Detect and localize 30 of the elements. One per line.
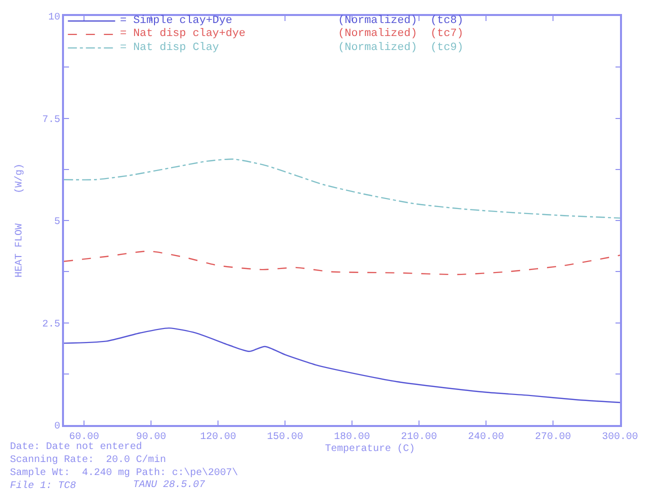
y-tick-label: 10 xyxy=(48,12,60,24)
x-axis-title: Temperature (C) xyxy=(325,443,416,455)
legend-label: = Simple clay+Dye xyxy=(120,15,232,27)
x-tick-label: 300.00 xyxy=(602,432,638,443)
line-series xyxy=(64,158,620,219)
x-tick-label: 120.00 xyxy=(200,432,236,443)
y-tick-label: 2.5 xyxy=(42,319,60,330)
text: Scanning Rate: 20.0 C/min xyxy=(10,454,166,466)
x-tick-label: 150.00 xyxy=(267,432,304,443)
x-tick-label: 210.00 xyxy=(401,432,438,443)
text: File 1: TC8 xyxy=(10,480,76,491)
y-tick-label: 7.5 xyxy=(42,114,60,126)
x-tick-label: 180.00 xyxy=(334,432,370,443)
text: Sample Wt: 4.240 mg Path: c:\pe\2007\ xyxy=(10,467,238,479)
line-series xyxy=(64,327,620,404)
annotation: (Normalized) (tc8) xyxy=(338,15,464,27)
text: TANU 28.5.07 xyxy=(133,480,206,491)
y-axis-title: HEAT FLOW (W/g) xyxy=(14,163,26,278)
line-series xyxy=(64,250,620,276)
annotation: (Normalized) (tc7) xyxy=(338,28,464,40)
x-tick-label: 240.00 xyxy=(468,432,504,443)
legend-label: = Nat disp Clay xyxy=(120,42,220,54)
legend-label: = Nat disp clay+dye xyxy=(120,28,246,40)
y-tick-label: 5 xyxy=(54,217,60,228)
x-tick-label: 270.00 xyxy=(535,432,572,443)
x-tick-label: 60.00 xyxy=(69,432,100,443)
annotation: (Normalized) (tc9) xyxy=(338,42,464,54)
x-tick-label: 90.00 xyxy=(136,432,166,443)
text: Date: Date not entered xyxy=(10,441,142,453)
y-tick-label: 0 xyxy=(54,422,60,432)
